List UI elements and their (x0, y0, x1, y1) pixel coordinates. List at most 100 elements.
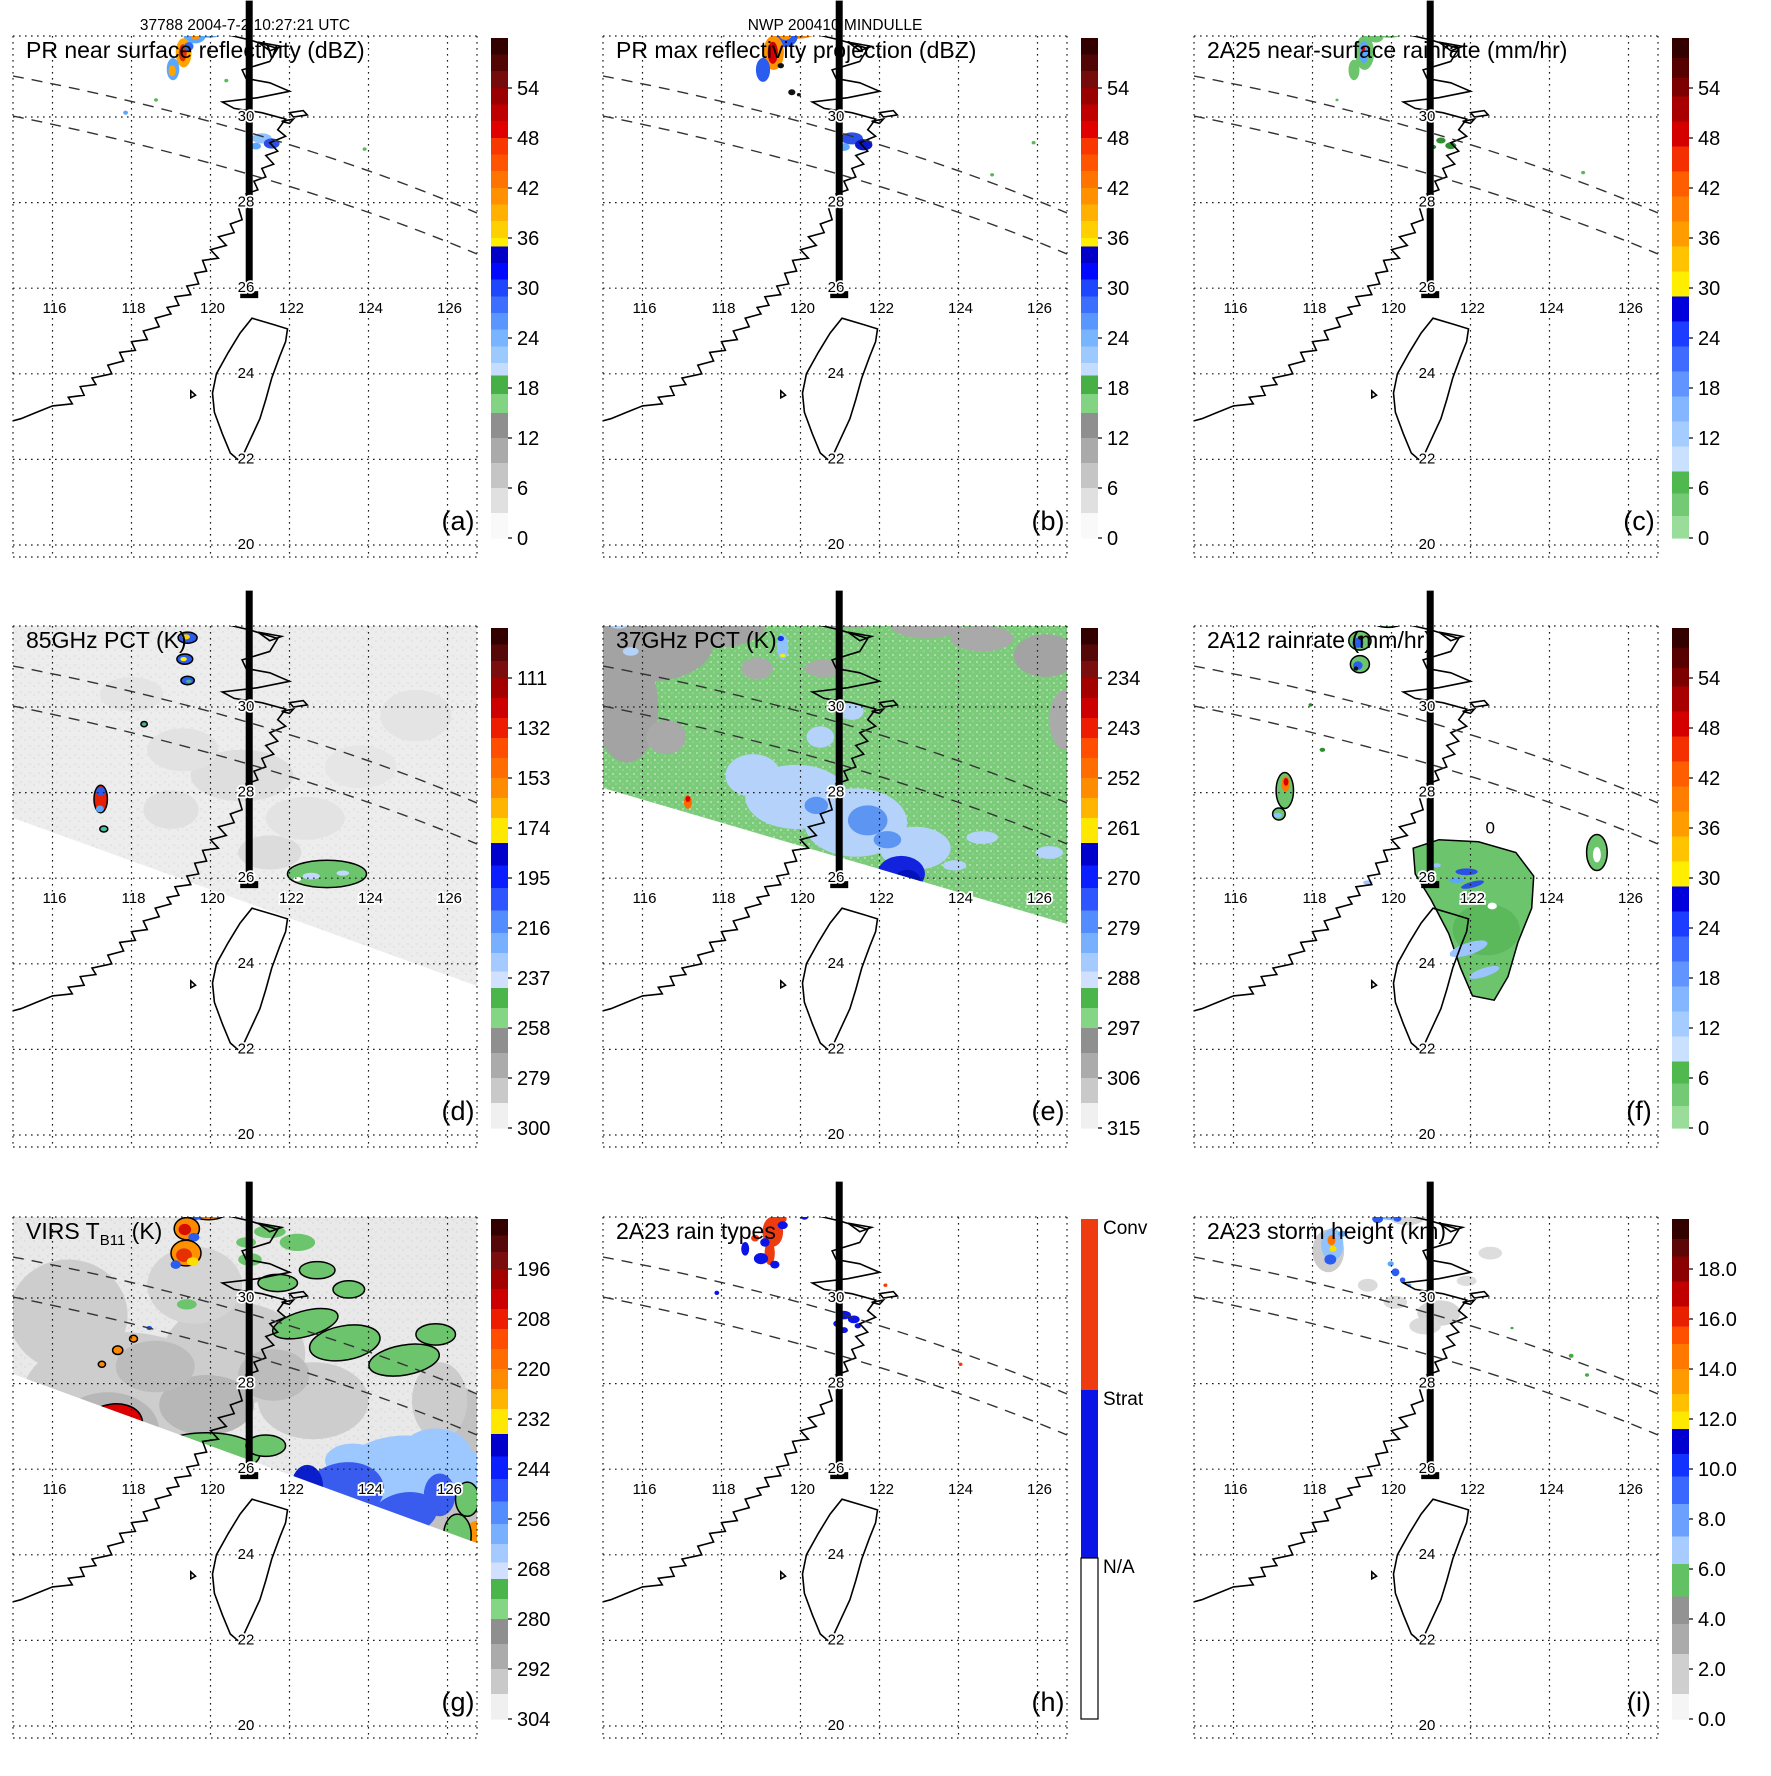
lon-label: 122 (869, 300, 894, 317)
data-blob (13, 1259, 128, 1371)
data-blob (195, 1197, 223, 1212)
coastline (780, 979, 787, 990)
lat-label: 26 (1419, 279, 1436, 296)
lat-label: 20 (1419, 536, 1436, 553)
panel-letter: (e) (1032, 1096, 1065, 1126)
data-blob (1436, 137, 1446, 144)
colorbar-tick-label: 4.0 (1698, 1609, 1726, 1631)
data-blob (1387, 1261, 1394, 1267)
swath-edge-dashed-line (1194, 1256, 1658, 1395)
coastline (871, 707, 886, 715)
data-blob (360, 1514, 393, 1536)
data-blob (454, 1481, 477, 1518)
data-blob (1319, 747, 1326, 752)
data-blob (942, 860, 967, 871)
lon-label: 118 (712, 890, 736, 907)
data-blob (821, 1206, 827, 1210)
data-blob (455, 1559, 495, 1602)
colorbar-tick-label: 270 (1107, 868, 1140, 890)
coastline (847, 41, 875, 52)
colorbar-tick-label: 220 (517, 1359, 550, 1381)
colorbar-tick-label: 234 (1107, 668, 1140, 690)
data-blob (1472, 891, 1485, 900)
lat-label: 28 (1419, 1375, 1436, 1392)
colorbar-tick-label: 297 (1107, 1018, 1140, 1040)
data-blob (265, 796, 345, 840)
lat-label: 20 (828, 1126, 845, 1143)
data-blob (1338, 1230, 1347, 1237)
data-blob (95, 805, 104, 813)
swath-edge-dashed-line (603, 665, 1067, 804)
coastline (847, 631, 875, 642)
swath-edge-dashed-line (13, 75, 477, 214)
typhoon-center-marker (1421, 0, 1440, 299)
data-blob (1393, 1217, 1402, 1222)
panel-title: 37GHz PCT (K) (616, 627, 777, 653)
coastline (257, 41, 285, 52)
colorbar-tick-label: 306 (1107, 1068, 1140, 1090)
coastline (1468, 1290, 1490, 1299)
lon-label: 122 (279, 1481, 304, 1498)
panel-header: NWP 200410 MINDULLE (748, 17, 923, 34)
data-blob (1378, 36, 1401, 38)
coastline (1371, 979, 1378, 990)
lat-label: 24 (238, 955, 255, 972)
panel-letter: (a) (442, 506, 475, 536)
colorbar-tick-label: 279 (517, 1068, 550, 1090)
lat-label: 30 (828, 108, 845, 125)
data-blob (737, 600, 800, 626)
data-blob (1383, 1200, 1400, 1211)
data-blob (384, 1546, 424, 1567)
data-blob (336, 870, 350, 876)
coastline (1468, 699, 1490, 708)
data-blob (1581, 170, 1586, 175)
colorbar-tick-label: 196 (517, 1259, 550, 1281)
lat-label: 20 (828, 536, 845, 553)
lon-label: 124 (1539, 890, 1564, 907)
colorbar-tick-label: 42 (1698, 768, 1720, 790)
data-blob (368, 1343, 441, 1377)
swath-edge-dashed-line (13, 115, 477, 255)
lon-label: 124 (948, 300, 973, 317)
colorbar-tick-label: 0 (1698, 1118, 1709, 1140)
swath-edge-dashed-line (13, 665, 477, 804)
coastline (877, 699, 899, 708)
lat-label: 24 (1419, 365, 1436, 382)
lat-label: 20 (828, 1717, 845, 1734)
data-blob (332, 1280, 366, 1299)
data-blob (753, 1253, 769, 1265)
data-blob (1377, 1217, 1402, 1221)
lon-label: 116 (633, 300, 657, 317)
data-blob (1380, 1202, 1388, 1208)
swath-edge-dashed-line (13, 1256, 477, 1395)
data-blob (190, 36, 201, 40)
data-blob (1393, 612, 1399, 616)
swath-edge-dashed-line (1194, 1296, 1658, 1436)
colorbar-tick-label: 12 (1698, 428, 1720, 450)
data-blob (1283, 778, 1289, 786)
data-blob (147, 728, 219, 772)
data-blob (143, 790, 199, 829)
data-blob (188, 1232, 200, 1242)
data-blob (321, 1593, 361, 1619)
colorbar-label: Strat (1103, 1389, 1144, 1410)
data-blob (123, 110, 128, 115)
data-blob (154, 98, 158, 102)
lat-label: 20 (238, 1126, 255, 1143)
data-blob (305, 1539, 464, 1627)
data-blob (321, 1572, 353, 1589)
lat-label: 24 (828, 955, 845, 972)
coastline (1438, 631, 1466, 642)
data-blob (1324, 1254, 1337, 1265)
colorbar-tick-label: 48 (1698, 128, 1720, 150)
colorbar-tick-label: 48 (517, 128, 539, 150)
lon-label: 122 (279, 300, 304, 317)
colorbar-tick-label: 111 (517, 668, 547, 690)
lon-label: 118 (122, 1481, 146, 1498)
coastline (281, 1298, 296, 1306)
data-blob (782, 1209, 791, 1216)
data-blob (282, 1544, 325, 1570)
